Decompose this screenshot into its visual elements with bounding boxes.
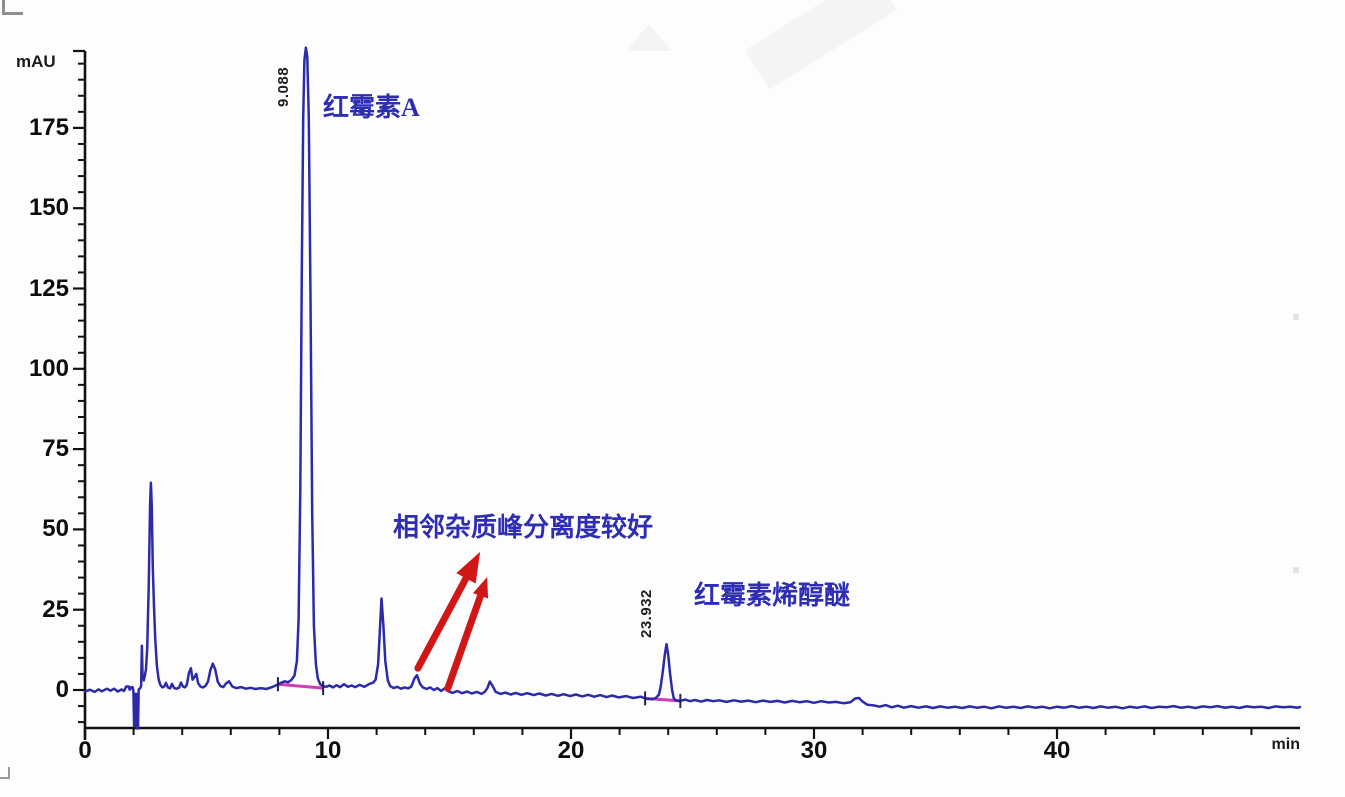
edge-speck xyxy=(1293,567,1299,573)
x-axis-tick-label: 40 xyxy=(1043,737,1071,764)
y-axis-unit-label: mAU xyxy=(16,52,56,71)
x-axis-tick-label: 20 xyxy=(557,737,585,764)
y-axis-tick-label: 175 xyxy=(28,113,69,141)
x-axis-tick-label: 0 xyxy=(78,737,92,764)
y-axis-tick-label: 125 xyxy=(28,274,69,302)
y-axis-tick-label: 0 xyxy=(55,676,69,703)
uv-trace xyxy=(83,46,1302,730)
x-axis-tick-label: 10 xyxy=(314,737,342,764)
y-axis-tick-label: 100 xyxy=(28,354,69,382)
peak-name-enol-ether: 红霉素烯醇醚 xyxy=(694,581,851,610)
y-axis-tick-label: 75 xyxy=(42,435,69,463)
x-axis-tick-label: 30 xyxy=(800,737,828,764)
peak-rt-label-enol-ether: 23.932 xyxy=(638,589,655,638)
y-axis-tick-label: 50 xyxy=(42,515,69,543)
annotation-arrow-shaft xyxy=(414,566,474,672)
peak-name-erythromycin-a: 红霉素A xyxy=(323,93,420,122)
y-axis-tick-label: 25 xyxy=(42,595,69,623)
annotation-arrow-head xyxy=(472,576,489,599)
x-axis-unit-label: min xyxy=(1271,736,1300,753)
watermark-triangle xyxy=(626,24,672,51)
annotation-arrow-head xyxy=(456,551,481,584)
integration-baseline xyxy=(277,682,324,690)
annotation-arrow-shaft xyxy=(444,586,487,692)
y-axis-tick-label: 150 xyxy=(28,194,69,222)
crop-corner-top-left xyxy=(2,0,23,15)
edge-speck xyxy=(1293,314,1299,320)
peak-rt-label-erythromycin-a: 9.088 xyxy=(275,66,292,107)
crop-corner-bottom-left xyxy=(0,767,10,779)
resolution-note: 相邻杂质峰分离度较好 xyxy=(393,513,654,542)
